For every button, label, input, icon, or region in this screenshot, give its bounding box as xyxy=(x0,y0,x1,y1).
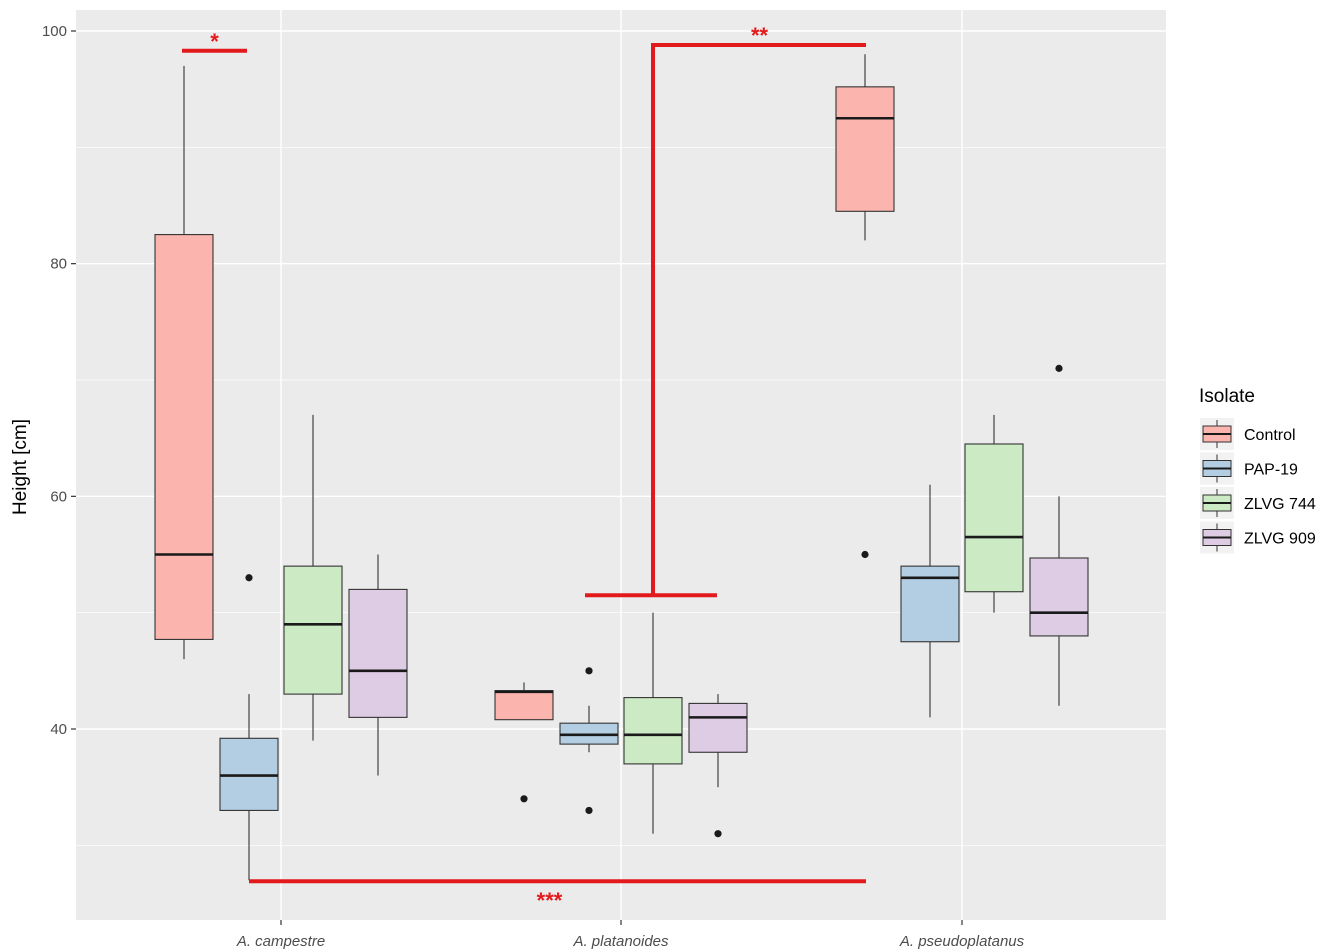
legend-title: Isolate xyxy=(1199,386,1255,407)
outlier-point xyxy=(245,574,253,582)
outlier-point xyxy=(585,667,593,675)
y-tick-label: 80 xyxy=(50,256,67,273)
legend-label: PAP-19 xyxy=(1244,462,1298,479)
significance-layer: * ***** xyxy=(182,23,866,913)
y-tick-label: 40 xyxy=(50,721,67,738)
iqr-box xyxy=(688,702,748,753)
y-axis: 40 60 80 100 xyxy=(42,23,76,738)
legend: Isolate Control PAP-19 ZLVG 744 ZLVG 909 xyxy=(1199,386,1316,554)
x-tick-label: A. platanoides xyxy=(572,933,669,950)
x-tick-label: A. pseudoplatanus xyxy=(899,933,1025,950)
box-pap-19 xyxy=(219,574,279,881)
iqr-box xyxy=(348,588,408,718)
legend-item: ZLVG 744 xyxy=(1200,487,1316,519)
legend-item: PAP-19 xyxy=(1200,452,1298,485)
legend-item: Control xyxy=(1200,418,1296,450)
y-tick-label: 100 xyxy=(42,23,67,40)
legend-item: ZLVG 909 xyxy=(1200,521,1316,554)
significance-label: * xyxy=(210,29,219,54)
box-zlvg-909 xyxy=(348,554,408,776)
box-control xyxy=(154,65,214,660)
iqr-box xyxy=(283,565,343,695)
box-control xyxy=(494,682,554,803)
box-pap-19 xyxy=(900,484,960,718)
iqr-box xyxy=(623,697,683,765)
outlier-point xyxy=(1055,364,1063,372)
legend-label: Control xyxy=(1244,427,1296,444)
significance-label: *** xyxy=(537,888,563,913)
legend-label: ZLVG 744 xyxy=(1244,496,1316,513)
boxes-layer xyxy=(154,54,1089,881)
outlier-point xyxy=(714,830,722,838)
iqr-box xyxy=(154,234,214,640)
box-zlvg-744 xyxy=(964,414,1024,613)
box-zlvg-744 xyxy=(283,414,343,741)
significance-label: ** xyxy=(751,23,769,48)
box-control xyxy=(835,54,895,559)
outlier-point xyxy=(520,795,528,803)
box-zlvg-909 xyxy=(688,694,748,838)
x-tick-label: A. campestre xyxy=(236,933,325,950)
iqr-box xyxy=(835,86,895,212)
box-zlvg-744 xyxy=(623,612,683,834)
box-pap-19 xyxy=(559,667,619,815)
outlier-point xyxy=(861,550,869,559)
major-gridlines xyxy=(76,10,1166,920)
box-zlvg-909 xyxy=(1029,364,1089,706)
y-tick-label: 60 xyxy=(50,488,67,505)
iqr-box xyxy=(1029,557,1089,637)
legend-label: ZLVG 909 xyxy=(1244,531,1316,548)
iqr-box xyxy=(964,443,1024,593)
outlier-point xyxy=(585,806,593,815)
iqr-box xyxy=(494,690,554,721)
x-axis: A. campestre A. platanoides A. pseudoplata… xyxy=(236,920,1025,950)
y-axis-title: Height [cm] xyxy=(10,419,31,515)
